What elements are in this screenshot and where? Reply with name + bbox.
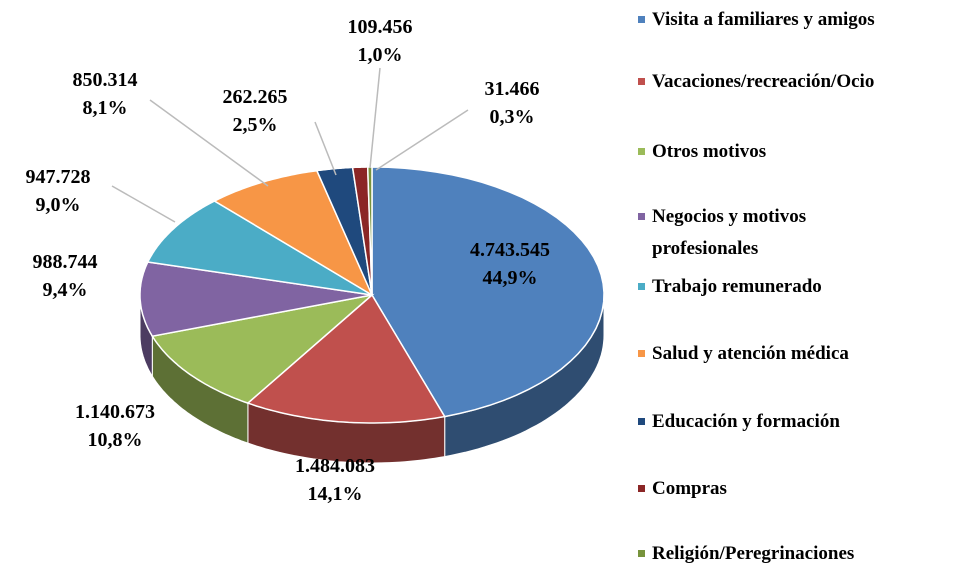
legend-label: Otros motivos [652, 141, 767, 162]
value-label: 1.484.083 [295, 455, 375, 477]
legend-label: Religión/Peregrinaciones [652, 543, 855, 564]
percent-label: 44,9% [483, 267, 538, 289]
leader-line [111, 185, 176, 223]
slice [351, 166, 373, 296]
slice [371, 166, 605, 418]
percent-label: 0,3% [490, 106, 535, 128]
legend-label: Compras [652, 478, 727, 499]
leader-line [369, 67, 381, 169]
leader-line [375, 109, 469, 171]
percent-label: 14,1% [308, 483, 363, 505]
legend-item: Salud y atención médica [638, 338, 972, 370]
legend-swatch [638, 148, 645, 155]
value-label: 1.140.673 [75, 401, 155, 423]
legend-item: Trabajo remunerado [638, 271, 972, 303]
slice [246, 293, 446, 424]
legend-swatch [638, 283, 645, 290]
value-label: 4.743.545 [470, 239, 550, 261]
legend-item: Vacaciones/recreación/Ocio [638, 66, 972, 98]
legend-label: Trabajo remunerado [652, 276, 822, 297]
leader-line [314, 121, 337, 176]
legend-swatch [638, 350, 645, 357]
percent-label: 9,0% [36, 194, 81, 216]
percent-label: 8,1% [83, 97, 128, 119]
value-label: 109.456 [348, 16, 413, 38]
percent-label: 1,0% [358, 44, 403, 66]
legend-item: Visita a familiares y amigos [638, 4, 972, 36]
percent-label: 10,8% [88, 429, 143, 451]
legend-item: Religión/Peregrinaciones [638, 538, 972, 570]
legend-label: Vacaciones/recreación/Ocio [652, 71, 875, 92]
value-label: 262.265 [223, 86, 288, 108]
legend-swatch [638, 213, 645, 220]
slice [139, 261, 373, 338]
value-label: 988.744 [33, 251, 98, 273]
legend-swatch [638, 16, 645, 23]
legend-item: Compras [638, 473, 972, 505]
slice [151, 293, 375, 404]
slice [315, 166, 373, 296]
legend-swatch [638, 78, 645, 85]
value-label: 31.466 [485, 78, 540, 100]
slice [146, 200, 373, 296]
percent-label: 2,5% [233, 114, 278, 136]
leader-line [149, 99, 269, 187]
legend-label: Educación y formación [652, 411, 840, 432]
legend-item: Educación y formación [638, 406, 972, 438]
legend-swatch [638, 485, 645, 492]
legend-label: Negocios y motivos profesionales [652, 206, 807, 259]
legend-swatch [638, 550, 645, 557]
percent-label: 9,4% [43, 279, 88, 301]
legend-swatch [638, 418, 645, 425]
value-label: 850.314 [73, 69, 138, 91]
value-label: 947.728 [26, 166, 91, 188]
legend-item: Otros motivos [638, 136, 972, 168]
legend-label: Visita a familiares y amigos [652, 9, 875, 30]
legend-label: Salud y atención médica [652, 343, 849, 364]
legend-item: Negocios y motivos profesionales [638, 201, 877, 265]
